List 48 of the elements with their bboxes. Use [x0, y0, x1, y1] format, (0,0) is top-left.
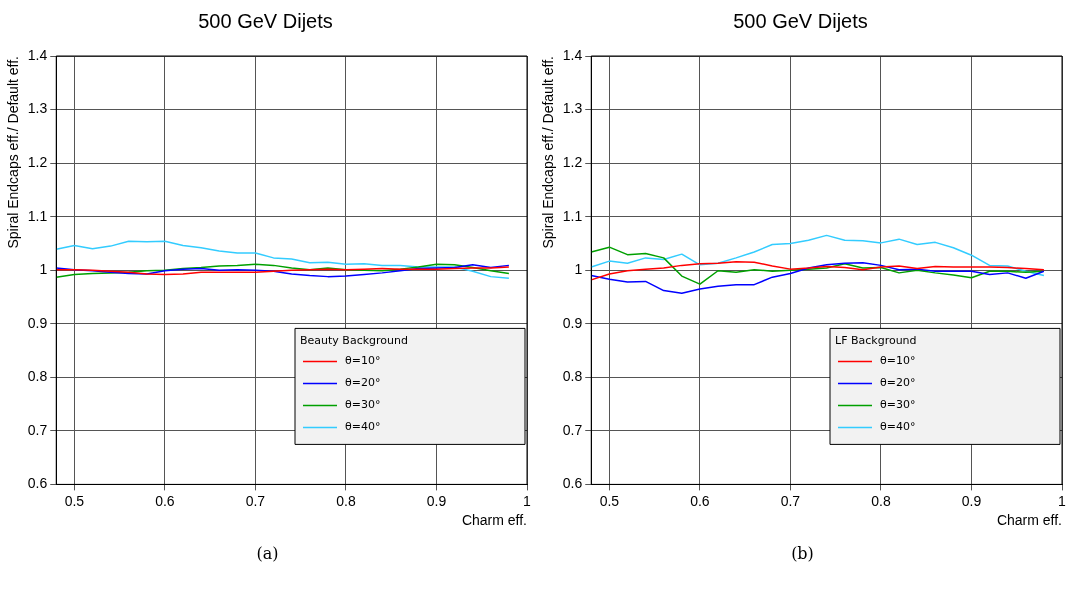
y-tick-label: 0.8: [27, 368, 48, 385]
y-tick-label: 1.1: [562, 207, 583, 224]
y-tick-label: 1.4: [27, 46, 48, 63]
legend-label: θ=30°: [345, 398, 381, 412]
y-axis-title: Spiral Endcaps eff./ Default eff.: [5, 56, 22, 249]
x-tick-label: 0.5: [64, 492, 85, 509]
x-tick-label: 0.7: [245, 492, 266, 509]
text: (a): [255, 544, 280, 563]
x-tick-label: 1: [523, 492, 532, 509]
y-tick-label: 0.6: [27, 475, 48, 492]
x-axis-title: Charm eff.: [461, 512, 527, 529]
x-tick-label: 0.9: [426, 492, 447, 509]
legend-label: θ=10°: [345, 354, 381, 368]
legend-label: θ=40°: [345, 420, 381, 434]
legend-title: Beauty Background: [300, 334, 408, 348]
y-tick-label: 0.8: [562, 368, 583, 385]
text: (b): [790, 544, 815, 563]
y-tick-label: 1.2: [27, 153, 48, 170]
y-tick-label: 0.9: [27, 314, 48, 331]
y-tick-label: 1: [574, 261, 583, 278]
y-tick-label: 1.3: [562, 100, 583, 117]
y-axis-title: Spiral Endcaps eff./ Default eff.: [540, 56, 557, 249]
y-tick-label: 0.6: [562, 475, 583, 492]
legend-label: θ=20°: [880, 376, 916, 390]
y-tick-label: 0.9: [562, 314, 583, 331]
legend-label: θ=20°: [345, 376, 381, 390]
legend-label: θ=30°: [880, 398, 916, 412]
y-tick-label: 1.4: [562, 46, 583, 63]
x-tick-label: 0.8: [336, 492, 356, 509]
legend-label: θ=10°: [880, 354, 916, 368]
x-tick-label: 0.6: [690, 492, 710, 509]
y-tick-label: 1.1: [27, 207, 48, 224]
y-tick-label: 0.7: [562, 421, 583, 438]
x-axis-title: Charm eff.: [996, 512, 1062, 529]
x-tick-label: 0.9: [961, 492, 982, 509]
legend-title: LF Background: [835, 334, 917, 348]
y-tick-label: 1.3: [27, 100, 48, 117]
x-tick-label: 0.6: [155, 492, 175, 509]
x-tick-label: 0.7: [780, 492, 801, 509]
chart-title: 500 GeV Dijets: [733, 9, 868, 32]
y-tick-label: 1: [39, 261, 48, 278]
x-tick-label: 1: [1058, 492, 1067, 509]
y-tick-label: 1.2: [562, 153, 583, 170]
y-tick-label: 0.7: [27, 421, 48, 438]
x-tick-label: 0.5: [599, 492, 620, 509]
legend-label: θ=40°: [880, 420, 916, 434]
chart-title: 500 GeV Dijets: [198, 9, 333, 32]
x-tick-label: 0.8: [871, 492, 891, 509]
